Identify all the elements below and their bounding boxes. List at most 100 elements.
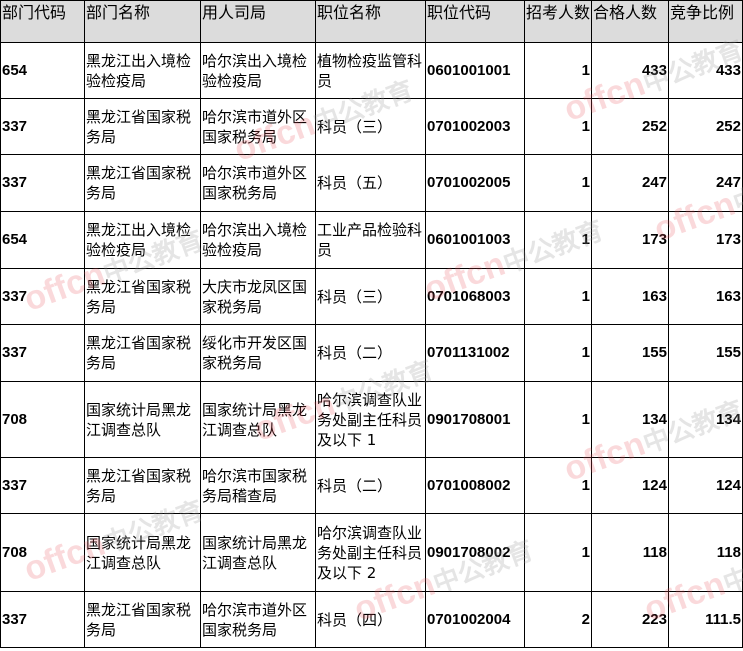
cell-ratio: 118 — [668, 513, 743, 592]
cell-position-code: 0701002004 — [425, 591, 525, 648]
cell-dept-code: 337 — [0, 98, 85, 155]
header-bureau: 用人司局 — [200, 0, 316, 43]
cell-bureau: 哈尔滨出入境检验检疫局 — [200, 211, 316, 269]
cell-bureau: 哈尔滨市道外区国家税务局 — [200, 154, 316, 212]
cell-position-code: 0701131002 — [425, 324, 525, 382]
table-row: 337 黑龙江省国家税务局 绥化市开发区国家税务局 科员（二） 0701131002 1 1… — [0, 324, 743, 382]
cell-dept-name: 国家统计局黑龙江调查总队 — [84, 513, 201, 592]
cell-position-code: 0901708001 — [425, 381, 525, 458]
cell-bureau: 国家统计局黑龙江调查总队 — [200, 381, 316, 458]
cell-dept-name: 国家统计局黑龙江调查总队 — [84, 381, 201, 458]
cell-hires: 1 — [524, 513, 592, 592]
cell-ratio: 163 — [668, 268, 743, 325]
table-row: 337 黑龙江省国家税务局 哈尔滨市道外区国家税务局 科员（五） 0701002005 1… — [0, 154, 743, 212]
cell-ratio: 433 — [668, 42, 743, 99]
table-row: 654 黑龙江出入境检验检疫局 哈尔滨出入境检验检疫局 植物检疫监管科员 0601001… — [0, 42, 743, 99]
cell-ratio: 247 — [668, 154, 743, 212]
table-row: 654 黑龙江出入境检验检疫局 哈尔滨出入境检验检疫局 工业产品检验科员 0601001… — [0, 211, 743, 269]
cell-position-code: 0701008002 — [425, 457, 525, 514]
cell-dept-code: 654 — [0, 42, 85, 99]
cell-ratio: 252 — [668, 98, 743, 155]
header-dept-code: 部门代码 — [0, 0, 85, 43]
cell-qualified: 247 — [591, 154, 669, 212]
table-row: 337 黑龙江省国家税务局 大庆市龙凤区国家税务局 科员（三） 0701068003 1 1… — [0, 268, 743, 325]
cell-dept-code: 337 — [0, 457, 85, 514]
cell-position: 科员（三） — [315, 268, 426, 325]
cell-dept-name: 黑龙江省国家税务局 — [84, 457, 201, 514]
table-row: 337 黑龙江省国家税务局 哈尔滨市道外区国家税务局 科员（三） 0701002003 1… — [0, 98, 743, 155]
cell-ratio: 134 — [668, 381, 743, 458]
cell-hires: 1 — [524, 42, 592, 99]
cell-ratio: 124 — [668, 457, 743, 514]
cell-qualified: 134 — [591, 381, 669, 458]
cell-qualified: 124 — [591, 457, 669, 514]
cell-position-code: 0701068003 — [425, 268, 525, 325]
cell-bureau: 国家统计局黑龙江调查总队 — [200, 513, 316, 592]
cell-bureau: 哈尔滨市国家税务局稽查局 — [200, 457, 316, 514]
header-dept-name: 部门名称 — [84, 0, 201, 43]
cell-bureau: 哈尔滨市道外区国家税务局 — [200, 591, 316, 648]
cell-hires: 1 — [524, 381, 592, 458]
cell-position-code: 0601001003 — [425, 211, 525, 269]
cell-qualified: 252 — [591, 98, 669, 155]
cell-position: 科员（三） — [315, 98, 426, 155]
table-row: 708 国家统计局黑龙江调查总队 国家统计局黑龙江调查总队 哈尔滨调查队业务处副主任科… — [0, 381, 743, 458]
cell-dept-code: 708 — [0, 381, 85, 458]
header-position-code: 职位代码 — [425, 0, 525, 43]
table-row: 337 黑龙江省国家税务局 哈尔滨市国家税务局稽查局 科员（二） 0701008002 1… — [0, 457, 743, 514]
cell-position: 哈尔滨调查队业务处副主任科员及以下 1 — [315, 381, 426, 458]
cell-bureau: 哈尔滨出入境检验检疫局 — [200, 42, 316, 99]
header-hires: 招考人数 — [524, 0, 592, 43]
cell-position: 科员（二） — [315, 324, 426, 382]
cell-qualified: 173 — [591, 211, 669, 269]
header-qualified: 合格人数 — [591, 0, 669, 43]
cell-dept-code: 337 — [0, 591, 85, 648]
cell-dept-code: 337 — [0, 324, 85, 382]
cell-dept-code: 654 — [0, 211, 85, 269]
cell-hires: 1 — [524, 211, 592, 269]
cell-dept-name: 黑龙江省国家税务局 — [84, 268, 201, 325]
table-row: 337 黑龙江省国家税务局 哈尔滨市道外区国家税务局 科员（四） 0701002004 2… — [0, 591, 743, 648]
cell-position-code: 0601001001 — [425, 42, 525, 99]
cell-dept-name: 黑龙江省国家税务局 — [84, 591, 201, 648]
header-ratio: 竞争比例 — [668, 0, 743, 43]
cell-bureau: 绥化市开发区国家税务局 — [200, 324, 316, 382]
cell-dept-name: 黑龙江省国家税务局 — [84, 324, 201, 382]
cell-qualified: 155 — [591, 324, 669, 382]
cell-position: 工业产品检验科员 — [315, 211, 426, 269]
cell-position: 植物检疫监管科员 — [315, 42, 426, 99]
cell-dept-name: 黑龙江省国家税务局 — [84, 98, 201, 155]
cell-ratio: 111.5 — [668, 591, 743, 648]
cell-position-code: 0701002003 — [425, 98, 525, 155]
cell-hires: 1 — [524, 457, 592, 514]
cell-dept-code: 708 — [0, 513, 85, 592]
cell-position: 科员（五） — [315, 154, 426, 212]
cell-dept-name: 黑龙江出入境检验检疫局 — [84, 211, 201, 269]
cell-hires: 1 — [524, 268, 592, 325]
cell-bureau: 哈尔滨市道外区国家税务局 — [200, 98, 316, 155]
cell-hires: 2 — [524, 591, 592, 648]
cell-qualified: 163 — [591, 268, 669, 325]
table-row: 708 国家统计局黑龙江调查总队 国家统计局黑龙江调查总队 哈尔滨调查队业务处副主任科… — [0, 513, 743, 592]
cell-dept-code: 337 — [0, 268, 85, 325]
cell-position: 科员（四） — [315, 591, 426, 648]
cell-dept-code: 337 — [0, 154, 85, 212]
cell-qualified: 433 — [591, 42, 669, 99]
cell-ratio: 173 — [668, 211, 743, 269]
cell-hires: 1 — [524, 324, 592, 382]
cell-qualified: 223 — [591, 591, 669, 648]
cell-hires: 1 — [524, 154, 592, 212]
cell-dept-name: 黑龙江出入境检验检疫局 — [84, 42, 201, 99]
header-position: 职位名称 — [315, 0, 426, 43]
cell-position-code: 0701002005 — [425, 154, 525, 212]
cell-position: 哈尔滨调查队业务处副主任科员及以下 2 — [315, 513, 426, 592]
cell-position: 科员（二） — [315, 457, 426, 514]
cell-ratio: 155 — [668, 324, 743, 382]
cell-qualified: 118 — [591, 513, 669, 592]
cell-hires: 1 — [524, 98, 592, 155]
cell-bureau: 大庆市龙凤区国家税务局 — [200, 268, 316, 325]
cell-dept-name: 黑龙江省国家税务局 — [84, 154, 201, 212]
header-row: 部门代码 部门名称 用人司局 职位名称 职位代码 招考人数 合格人数 竞争比例 — [0, 0, 743, 43]
cell-position-code: 0901708002 — [425, 513, 525, 592]
